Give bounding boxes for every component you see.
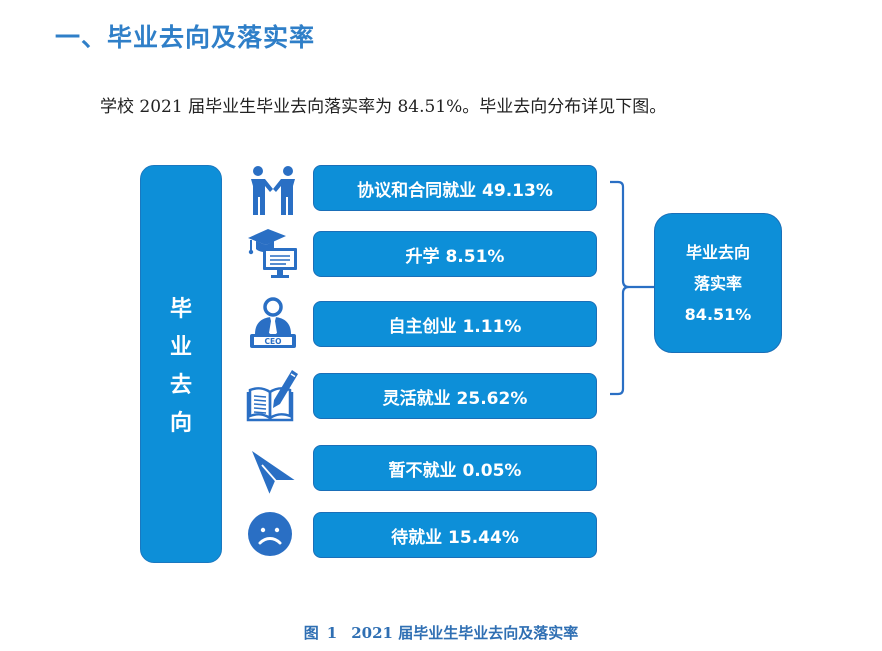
label-char: 业 — [169, 335, 192, 360]
destination-bar-further-study: 升学 8.51% — [313, 231, 597, 277]
destination-bar-self-employment: 自主创业 1.11% — [313, 301, 597, 347]
grouping-bracket — [610, 180, 654, 396]
destination-bar-awaiting-employment: 待就业 15.44% — [313, 512, 597, 558]
summary-line2: 落实率 — [693, 273, 742, 293]
label-char: 向 — [169, 411, 192, 436]
label-char: 毕 — [169, 297, 192, 322]
handshake-icon — [251, 166, 295, 215]
caption-prefix: 图 — [303, 624, 319, 642]
destination-bar-agreement-employment: 协议和合同就业 49.13% — [313, 165, 597, 211]
destination-label-vertical: 毕 业 去 向 — [141, 291, 221, 443]
paper-plane-icon — [252, 451, 296, 496]
summary-line1: 毕业去向 — [685, 242, 750, 262]
svg-text:CEO: CEO — [264, 337, 281, 346]
label-char: 去 — [169, 373, 192, 398]
destination-bar-not-seeking: 暂不就业 0.05% — [313, 445, 597, 491]
figure-caption: 图 1 2021 届毕业生毕业去向及落实率 — [0, 622, 882, 643]
book-pen-icon — [246, 370, 298, 422]
destination-bar-flexible-employment: 灵活就业 25.62% — [313, 373, 597, 419]
intro-paragraph: 学校 2021 届毕业生毕业去向落实率为 84.51%。毕业去向分布详见下图。 — [100, 97, 667, 117]
sad-face-icon — [248, 512, 292, 556]
ceo-person-icon: CEO — [250, 297, 296, 348]
caption-text: 2021 届毕业生毕业去向及落实率 — [351, 624, 579, 642]
caption-number: 1 — [326, 624, 338, 642]
graduation-computer-icon — [248, 229, 297, 278]
destination-label-box: 毕 业 去 向 — [140, 165, 222, 563]
summary-value: 84.51% — [684, 304, 752, 324]
section-heading: 一、毕业去向及落实率 — [55, 23, 316, 52]
placement-rate-summary-box: 毕业去向 落实率 84.51% — [654, 213, 782, 353]
